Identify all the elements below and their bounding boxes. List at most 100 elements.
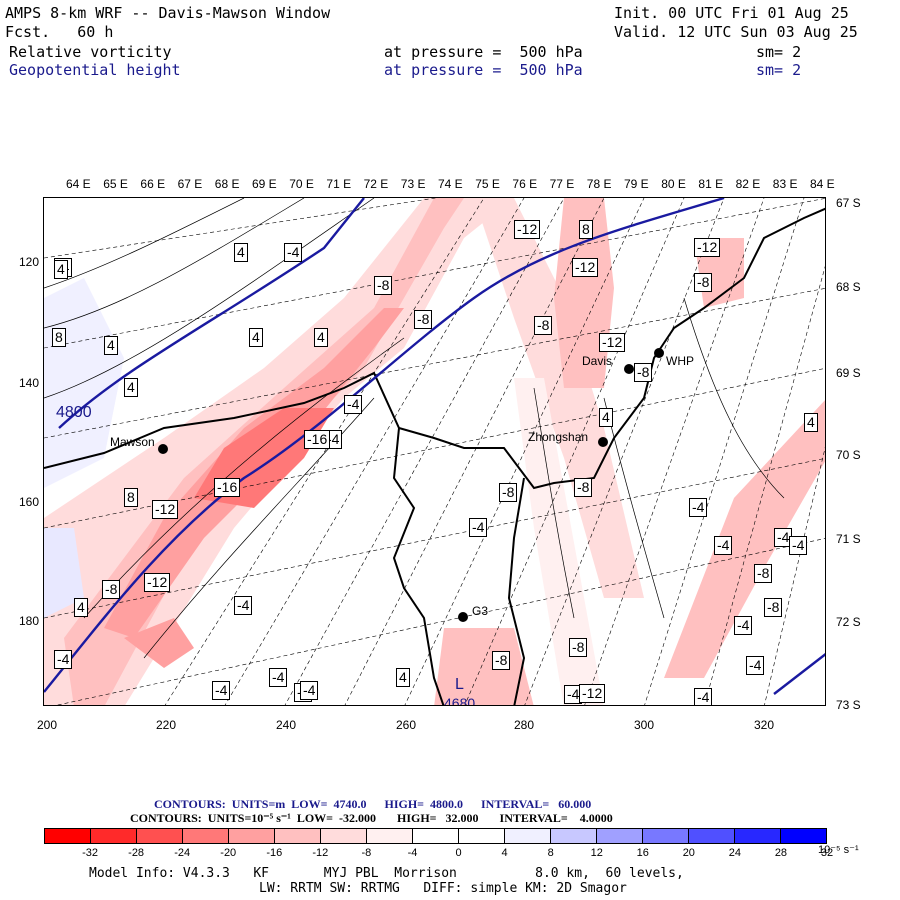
contour-label: -8 xyxy=(634,363,653,382)
longitude-label: 72 E xyxy=(363,177,389,191)
contour-label: -4 xyxy=(344,395,363,414)
latitude-label: 69 S xyxy=(836,366,861,380)
contour-label: 4 xyxy=(249,328,263,347)
contour-label: 4 xyxy=(234,243,248,262)
contour-label: -4 xyxy=(774,528,793,547)
longitude-label: 84 E xyxy=(810,177,835,191)
contour-label: -4 xyxy=(469,518,488,537)
y-tick: 160 xyxy=(19,495,40,509)
colorbar-tick-label: 24 xyxy=(728,847,741,859)
colorbar-swatch xyxy=(689,829,735,843)
colorbar-swatch xyxy=(643,829,689,843)
longitude-label: 69 E xyxy=(252,177,277,191)
contour-label: -8 xyxy=(574,478,593,497)
colorbar-swatch xyxy=(91,829,137,843)
low-center-label: L xyxy=(455,676,464,693)
contour-label: -8 xyxy=(569,638,588,657)
station-label-g3: G3 xyxy=(472,604,489,618)
longitude-label: 77 E xyxy=(549,177,575,191)
station-g3-marker xyxy=(458,612,468,622)
station-mawson-marker xyxy=(158,444,168,454)
y-tick: 180 xyxy=(19,614,40,628)
longitude-label: 66 E xyxy=(140,177,166,191)
x-tick: 320 xyxy=(754,718,775,732)
longitude-label: 68 E xyxy=(214,177,240,191)
longitude-label: 82 E xyxy=(735,177,761,191)
contour-label: -4 xyxy=(789,536,808,555)
vorticity-map: Mawson Davis WHP Zhongshan G3 4800 4680 … xyxy=(43,197,826,706)
colorbar-tick-label: 8 xyxy=(547,847,554,859)
colorbar-tick-label: 12 xyxy=(590,847,603,859)
station-label-mawson: Mawson xyxy=(110,435,155,449)
height-label-4680: 4680 xyxy=(444,695,476,706)
contour-label: 4 xyxy=(396,668,410,687)
field1-smoothing: sm= 2 xyxy=(756,43,802,61)
field2-level: at pressure = 500 hPa xyxy=(384,61,583,79)
x-tick: 240 xyxy=(276,718,297,732)
x-tick: 260 xyxy=(396,718,417,732)
colorbar-swatch xyxy=(551,829,597,843)
contour-label: -4 xyxy=(269,668,288,687)
contour-label: -4 xyxy=(54,650,73,669)
colorbar-swatch xyxy=(781,829,826,843)
contour-label: -12 xyxy=(572,258,599,277)
contour-label: -4 xyxy=(734,616,753,635)
colorbar xyxy=(44,828,827,844)
model-physics: LW: RRTM SW: RRTMG DIFF: simple KM: 2D S… xyxy=(259,881,627,896)
colorbar-swatch xyxy=(413,829,459,843)
colorbar-tick-label: -12 xyxy=(312,847,329,859)
longitude-label: 67 E xyxy=(177,177,203,191)
height-label-4800: 4800 xyxy=(56,404,92,421)
station-label-zhongshan: Zhongshan xyxy=(528,430,589,444)
contour-label: -8 xyxy=(754,564,773,583)
field1-name: Relative vorticity xyxy=(9,43,172,61)
contour-label: -4 xyxy=(212,681,231,700)
longitude-label: 74 E xyxy=(438,177,463,191)
station-zhongshan-marker xyxy=(598,437,608,447)
x-tick: 300 xyxy=(634,718,655,732)
contour-label: -12 xyxy=(694,238,721,257)
longitude-label: 71 E xyxy=(326,177,352,191)
y-tick: 140 xyxy=(19,376,40,390)
forecast-hour: Fcst. 60 h xyxy=(5,23,114,41)
longitude-label: 65 E xyxy=(103,177,128,191)
contour-label: -12 xyxy=(579,684,606,703)
colorbar-swatch xyxy=(45,829,91,843)
longitude-label: 76 E xyxy=(512,177,538,191)
map-title: AMPS 8-km WRF -- Davis-Mawson Window xyxy=(5,4,331,22)
station-label-davis: Davis xyxy=(582,354,613,368)
contour-label: 4 xyxy=(74,598,88,617)
contour-label: -12 xyxy=(152,500,179,519)
contour-label: -8 xyxy=(694,273,713,292)
field1-level: at pressure = 500 hPa xyxy=(384,43,583,61)
x-tick: 280 xyxy=(514,718,535,732)
longitude-label: 75 E xyxy=(475,177,500,191)
colorbar-tick-label: 32 xyxy=(820,847,834,859)
contour-label: -8 xyxy=(764,598,783,617)
colorbar-swatch xyxy=(229,829,275,843)
colorbar-tick-label: 0 xyxy=(455,847,462,859)
latitude-label: 67 S xyxy=(836,196,861,210)
contour-label: -8 xyxy=(414,310,433,329)
contour-label: -4 xyxy=(694,688,713,705)
colorbar-tick-label: -24 xyxy=(174,847,191,859)
contour-label: -4 xyxy=(746,656,765,675)
station-whp-marker xyxy=(654,348,664,358)
contour-label: -4 xyxy=(300,681,319,700)
contour-label: 4 xyxy=(314,328,328,347)
colorbar-tick-label: 20 xyxy=(682,847,695,859)
coastline xyxy=(44,207,825,705)
colorbar-tick-label: -4 xyxy=(407,847,418,859)
colorbar-swatch xyxy=(597,829,643,843)
model-info: Model Info: V4.3.3 KF MYJ PBL Morrison 8… xyxy=(89,866,684,881)
contour-label: -4 xyxy=(689,498,708,517)
colorbar-swatch xyxy=(321,829,367,843)
contour-label: -8 xyxy=(499,483,518,502)
contour-label: -12 xyxy=(144,573,171,592)
contour-label: -16 xyxy=(304,430,331,449)
x-tick: 200 xyxy=(37,718,58,732)
height-contour-info: CONTOURS: UNITS=m LOW= 4740.0 HIGH= 4800… xyxy=(154,797,592,811)
colorbar-swatch xyxy=(183,829,229,843)
colorbar-swatch xyxy=(367,829,413,843)
field2-smoothing: sm= 2 xyxy=(756,61,802,79)
